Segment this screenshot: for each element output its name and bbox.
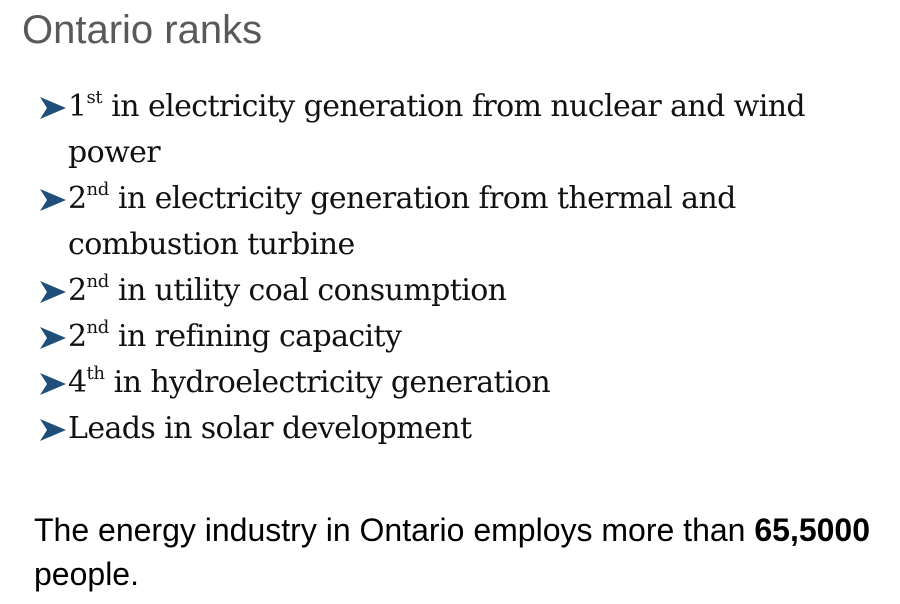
bullet-list: 1st in electricity generation from nucle…: [40, 84, 890, 452]
bullet-item-solar: Leads in solar development: [40, 406, 890, 452]
bullet-text: in electricity generation from thermal a…: [68, 181, 736, 262]
bullet-item-refining: 2nd in refining capacity: [40, 314, 890, 360]
arrow-bullet-icon: [40, 281, 66, 303]
bullet-rank-suffix: th: [86, 363, 106, 384]
slide-title: Ontario ranks: [22, 8, 263, 52]
arrow-bullet-icon: [40, 419, 66, 441]
arrow-bullet-icon: [40, 327, 66, 349]
bullet-rank-suffix: nd: [86, 317, 110, 338]
employment-statement: The energy industry in Ontario employs m…: [34, 508, 884, 596]
bullet-rank-suffix: nd: [86, 179, 110, 200]
bullet-rank-number: 2: [68, 181, 87, 216]
bullet-text: Leads in solar development: [68, 411, 472, 446]
bullet-rank-suffix: nd: [86, 271, 110, 292]
bullet-text: in hydroelectricity generation: [104, 365, 551, 400]
bullet-rank-number: 1: [68, 89, 87, 124]
bullet-rank-number: 2: [68, 319, 87, 354]
bullet-item-hydro: 4th in hydroelectricity generation: [40, 360, 890, 406]
bullet-rank-suffix: st: [86, 87, 103, 108]
bullet-rank-number: 2: [68, 273, 87, 308]
bullet-text: in electricity generation from nuclear a…: [68, 89, 806, 170]
bullet-item-coal: 2nd in utility coal consumption: [40, 268, 890, 314]
employment-text-before: The energy industry in Ontario employs m…: [34, 512, 755, 548]
bullet-text: in utility coal consumption: [109, 273, 507, 308]
bullet-rank-number: 4: [68, 365, 87, 400]
bullet-item-nuclear-wind: 1st in electricity generation from nucle…: [40, 84, 890, 176]
arrow-bullet-icon: [40, 373, 66, 395]
employment-number: 65,5000: [754, 512, 871, 548]
bullet-text: in refining capacity: [109, 319, 402, 354]
employment-text-after: people.: [34, 556, 139, 592]
arrow-bullet-icon: [40, 189, 66, 211]
bullet-item-thermal-combustion: 2nd in electricity generation from therm…: [40, 176, 890, 268]
arrow-bullet-icon: [40, 97, 66, 119]
